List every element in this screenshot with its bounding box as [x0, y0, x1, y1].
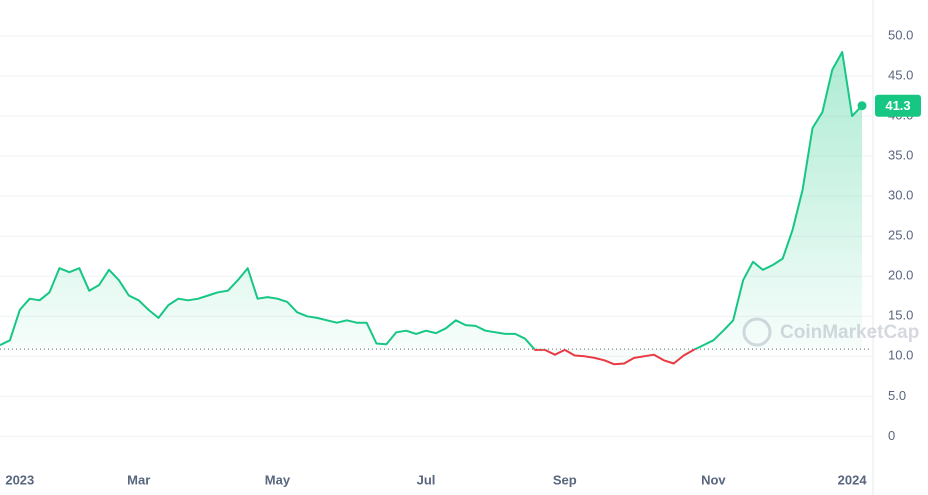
- watermark-text: CoinMarketCap: [780, 322, 919, 343]
- x-tick-label: Nov: [701, 472, 726, 487]
- price-line: [0, 51, 863, 350]
- y-tick-label: 10.0: [888, 348, 913, 363]
- price-badge: [875, 94, 921, 117]
- y-tick-label: 15.0: [888, 308, 913, 323]
- last-point: [857, 101, 867, 111]
- area: [0, 52, 862, 365]
- x-tick-label: Sep: [553, 472, 577, 487]
- y-tick-label: 30.0: [888, 188, 913, 203]
- x-tick-label: Mar: [127, 472, 150, 487]
- watermark: CoinMarketCap: [742, 317, 919, 347]
- y-tick-label: 5.0: [888, 388, 906, 403]
- y-tick-label: 45.0: [888, 68, 913, 83]
- price-badge-label: 41.3: [885, 98, 910, 113]
- watermark-logo: [742, 317, 772, 347]
- y-tick-label: 50.0: [888, 27, 913, 42]
- x-tick-label: 2024: [838, 472, 868, 487]
- x-tick-label: 2023: [5, 472, 34, 487]
- x-tick-label: Jul: [417, 472, 436, 487]
- y-tick-label: 25.0: [888, 228, 913, 243]
- y-tick-label: 20.0: [888, 268, 913, 283]
- y-tick-label: 0: [888, 428, 895, 443]
- x-tick-label: May: [265, 472, 291, 487]
- y-tick-label: 35.0: [888, 148, 913, 163]
